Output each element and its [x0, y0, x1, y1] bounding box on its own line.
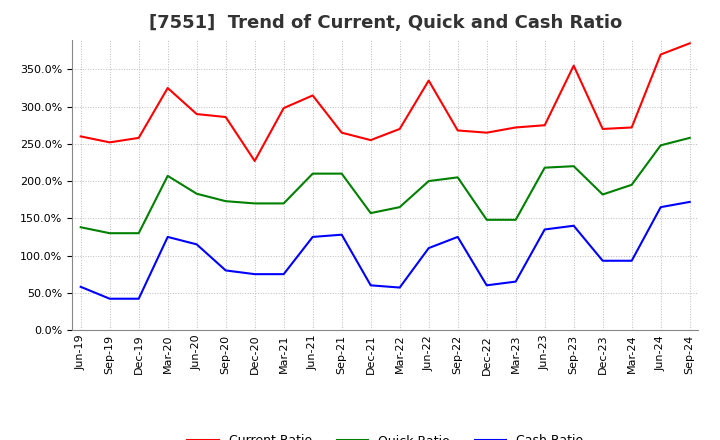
- Current Ratio: [308, 93, 317, 98]
- Current Ratio: [454, 128, 462, 133]
- Quick Ratio: [279, 201, 288, 206]
- Cash Ratio: [627, 258, 636, 264]
- Cash Ratio: [105, 296, 114, 301]
- Quick Ratio: [308, 171, 317, 176]
- Cash Ratio: [657, 205, 665, 210]
- Cash Ratio: [192, 242, 201, 247]
- Current Ratio: [105, 140, 114, 145]
- Quick Ratio: [338, 171, 346, 176]
- Quick Ratio: [627, 182, 636, 187]
- Cash Ratio: [454, 234, 462, 239]
- Current Ratio: [163, 85, 172, 91]
- Quick Ratio: [511, 217, 520, 223]
- Quick Ratio: [192, 191, 201, 196]
- Quick Ratio: [570, 164, 578, 169]
- Current Ratio: [570, 63, 578, 68]
- Current Ratio: [511, 125, 520, 130]
- Current Ratio: [76, 134, 85, 139]
- Current Ratio: [135, 135, 143, 140]
- Title: [7551]  Trend of Current, Quick and Cash Ratio: [7551] Trend of Current, Quick and Cash …: [148, 15, 622, 33]
- Quick Ratio: [221, 198, 230, 204]
- Current Ratio: [366, 137, 375, 143]
- Quick Ratio: [163, 173, 172, 179]
- Cash Ratio: [570, 223, 578, 228]
- Current Ratio: [221, 114, 230, 120]
- Line: Quick Ratio: Quick Ratio: [81, 138, 690, 233]
- Quick Ratio: [685, 135, 694, 140]
- Cash Ratio: [598, 258, 607, 264]
- Cash Ratio: [135, 296, 143, 301]
- Current Ratio: [424, 78, 433, 83]
- Current Ratio: [192, 111, 201, 117]
- Quick Ratio: [251, 201, 259, 206]
- Quick Ratio: [598, 192, 607, 197]
- Cash Ratio: [221, 268, 230, 273]
- Quick Ratio: [366, 210, 375, 216]
- Current Ratio: [395, 126, 404, 132]
- Cash Ratio: [541, 227, 549, 232]
- Cash Ratio: [366, 282, 375, 288]
- Cash Ratio: [511, 279, 520, 284]
- Quick Ratio: [482, 217, 491, 223]
- Cash Ratio: [395, 285, 404, 290]
- Cash Ratio: [279, 271, 288, 277]
- Current Ratio: [482, 130, 491, 136]
- Line: Current Ratio: Current Ratio: [81, 43, 690, 161]
- Current Ratio: [685, 40, 694, 46]
- Line: Cash Ratio: Cash Ratio: [81, 202, 690, 299]
- Current Ratio: [598, 126, 607, 132]
- Quick Ratio: [135, 231, 143, 236]
- Quick Ratio: [424, 179, 433, 184]
- Quick Ratio: [105, 231, 114, 236]
- Cash Ratio: [76, 284, 85, 290]
- Current Ratio: [338, 130, 346, 136]
- Legend: Current Ratio, Quick Ratio, Cash Ratio: Current Ratio, Quick Ratio, Cash Ratio: [182, 429, 588, 440]
- Quick Ratio: [454, 175, 462, 180]
- Current Ratio: [541, 123, 549, 128]
- Current Ratio: [279, 106, 288, 111]
- Current Ratio: [627, 125, 636, 130]
- Quick Ratio: [76, 224, 85, 230]
- Current Ratio: [251, 158, 259, 164]
- Cash Ratio: [163, 234, 172, 239]
- Quick Ratio: [395, 205, 404, 210]
- Current Ratio: [657, 52, 665, 57]
- Cash Ratio: [251, 271, 259, 277]
- Cash Ratio: [308, 234, 317, 239]
- Cash Ratio: [685, 199, 694, 205]
- Quick Ratio: [657, 143, 665, 148]
- Quick Ratio: [541, 165, 549, 170]
- Cash Ratio: [482, 282, 491, 288]
- Cash Ratio: [338, 232, 346, 237]
- Cash Ratio: [424, 246, 433, 251]
